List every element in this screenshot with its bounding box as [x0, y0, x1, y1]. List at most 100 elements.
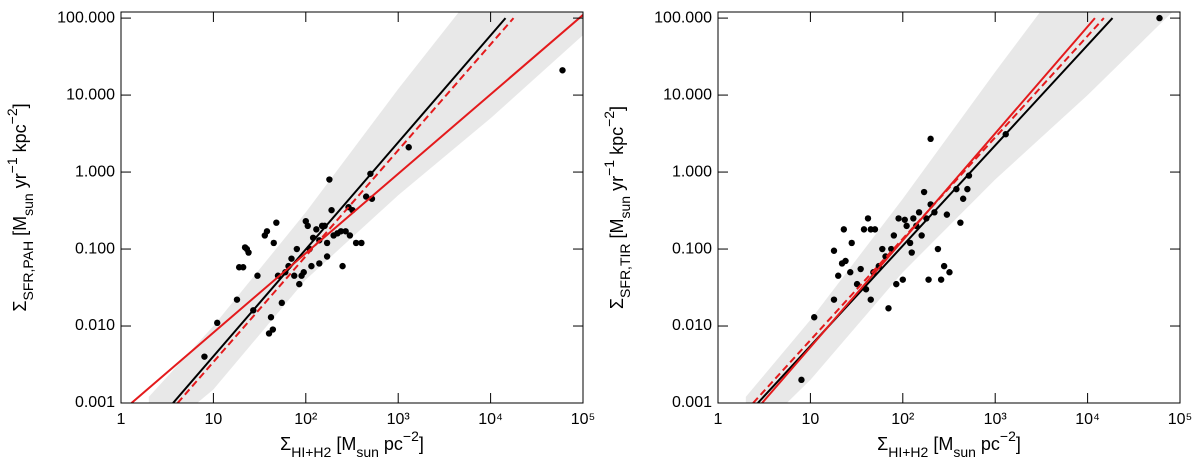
axis-label-part: yr — [10, 173, 30, 193]
panel: 1 10 10² 10³ 10⁴ 10⁵ 0.001 0.010 0.100 1.000 10.00… — [601, 9, 1193, 460]
fit-line — [172, 17, 507, 403]
y-tick-label: 0.001 — [672, 394, 712, 411]
data-point — [296, 280, 303, 288]
data-point — [946, 269, 953, 276]
panel: 1 10 10² 10³ 10⁴ 10⁵ 0.001 0.010 0.100 1.000 10.00… — [4, 9, 596, 460]
data-point — [1156, 14, 1163, 22]
y-tick-label: 0.100 — [75, 240, 115, 257]
y-axis-label: ΣSFR,PAH [Msun yr−1 kpc−2] — [4, 103, 36, 311]
y-tick-label: 0.010 — [75, 317, 115, 334]
axis-label-part: −1 — [4, 157, 20, 173]
axis-label-part: Σ — [10, 301, 30, 312]
x-tick-label: 10⁵ — [1168, 411, 1192, 428]
axis-label-part: yr — [607, 176, 627, 196]
data-point — [293, 245, 301, 253]
axis-label-part: ] — [607, 106, 627, 111]
axis-label-part: SFR,PAH — [20, 241, 36, 301]
y-tick-label: 0.010 — [672, 317, 712, 334]
axis-label-part: HI+H2 — [291, 444, 331, 460]
data-point — [899, 276, 906, 283]
data-point — [352, 239, 360, 247]
x-tick-label: 10⁴ — [1075, 411, 1100, 428]
axis-label-part: [M — [928, 434, 953, 454]
axis-label-part: sun — [20, 193, 36, 216]
data-point — [940, 262, 948, 270]
data-point — [925, 276, 932, 283]
axis-label-part: ] — [10, 103, 30, 108]
data-point — [830, 247, 838, 254]
data-point — [959, 195, 967, 202]
data-point — [895, 215, 902, 222]
data-point — [270, 239, 277, 247]
axis-label-part: [M — [10, 216, 30, 241]
data-point — [965, 172, 973, 179]
data-point — [323, 239, 331, 247]
y-tick-label: 0.100 — [672, 240, 712, 257]
data-point — [239, 264, 247, 271]
data-point — [943, 211, 951, 218]
data-point — [263, 228, 271, 235]
data-point — [848, 239, 855, 247]
data-point — [201, 353, 208, 360]
data-point — [903, 222, 910, 230]
x-tick-label: 10³ — [387, 411, 411, 428]
data-point — [879, 245, 886, 253]
x-axis-label: ΣHI+H2 [Msun pc−2] — [280, 428, 424, 460]
data-point — [871, 226, 879, 233]
axis-label-part: HI+H2 — [888, 444, 928, 460]
data-point — [269, 326, 277, 333]
scatter-band — [745, 12, 1173, 403]
data-point — [835, 272, 842, 279]
plot-area — [130, 12, 583, 403]
data-point — [245, 249, 252, 256]
data-point — [362, 193, 370, 200]
axis-label-part: ] — [1016, 434, 1021, 454]
y-tick-label: 10.000 — [663, 86, 712, 103]
data-point — [316, 260, 323, 267]
scatter-band — [148, 12, 583, 403]
data-point — [840, 226, 848, 233]
y-tick-label: 0.001 — [75, 394, 115, 411]
data-point — [906, 239, 914, 247]
data-point — [328, 206, 335, 214]
data-point — [339, 262, 346, 270]
data-point — [288, 255, 295, 262]
x-tick-label: 10² — [891, 411, 915, 428]
data-point — [278, 299, 286, 307]
x-tick-label: 1 — [714, 411, 723, 428]
data-point — [313, 226, 320, 233]
axis-label-part: pc — [976, 434, 1000, 454]
data-point — [864, 215, 872, 222]
axis-label-part: −2 — [601, 111, 617, 127]
x-tick-label: 10⁴ — [478, 411, 503, 428]
plot-area — [745, 12, 1173, 403]
data-point — [964, 185, 971, 193]
axis-label-part: Σ — [280, 434, 291, 454]
y-tick-label: 1.000 — [75, 163, 115, 180]
axis-label-part: Σ — [877, 434, 888, 454]
data-point — [893, 280, 900, 288]
data-point — [300, 269, 307, 276]
axis-label-part: sun — [356, 444, 379, 460]
fit-line — [761, 17, 1096, 403]
data-point — [304, 222, 311, 230]
axis-label-part: pc — [379, 434, 403, 454]
data-point — [842, 257, 849, 265]
axis-label-part: ] — [419, 434, 424, 454]
fit-line — [130, 14, 583, 403]
data-point — [214, 319, 221, 327]
data-point — [890, 232, 898, 239]
data-point — [254, 272, 261, 279]
axis-label-part: −2 — [4, 108, 20, 124]
axis-label-part: −2 — [403, 428, 419, 444]
axis-label-part: SFR,TIR — [617, 243, 633, 297]
axis-label-part: Σ — [607, 298, 627, 309]
data-point — [323, 253, 331, 260]
data-point — [326, 176, 333, 183]
x-tick-label: 1 — [117, 411, 126, 428]
axis-label-part: kpc — [607, 127, 627, 160]
x-tick-label: 10³ — [984, 411, 1008, 428]
axis-label-part: −1 — [601, 160, 617, 176]
data-point — [920, 188, 928, 196]
